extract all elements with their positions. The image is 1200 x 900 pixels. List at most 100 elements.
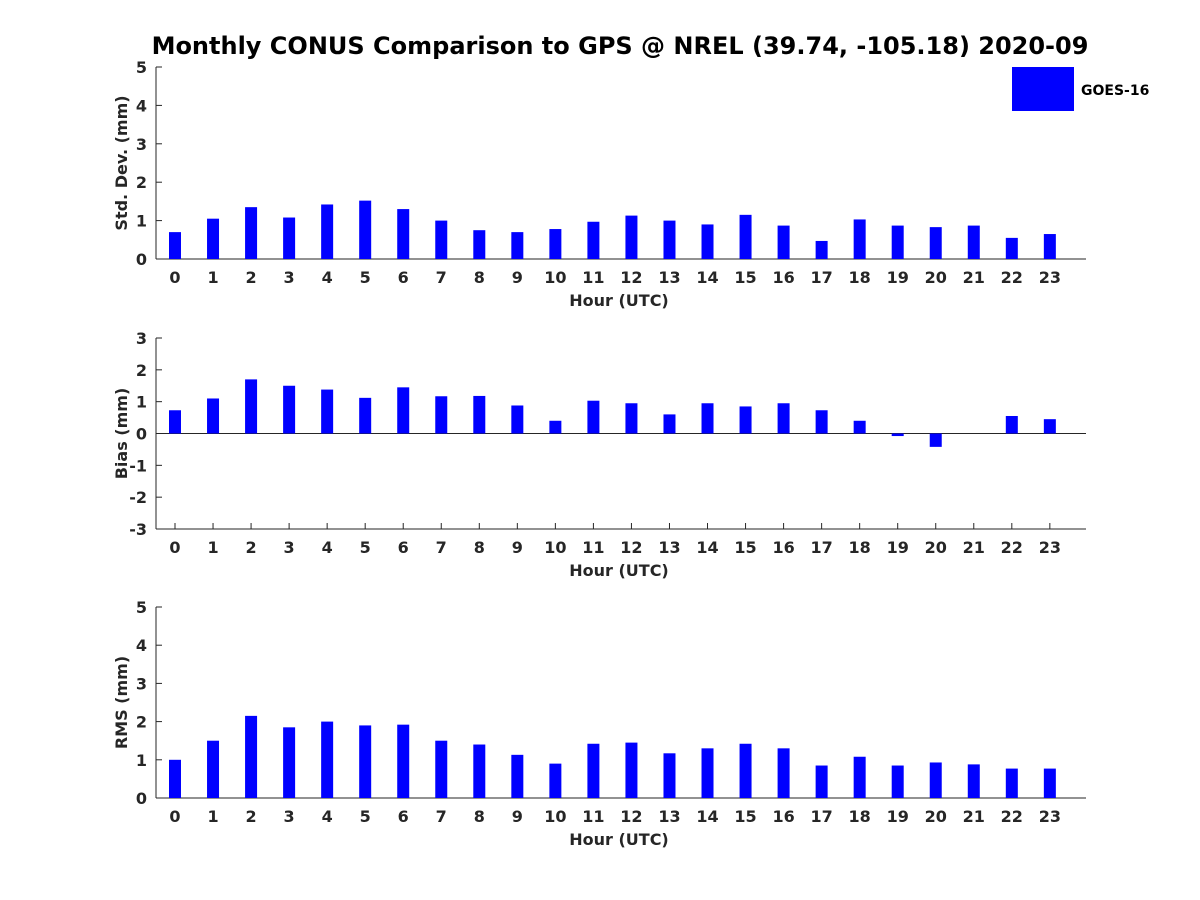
x-tick-label: 19 <box>887 538 909 557</box>
x-tick-label: 7 <box>436 807 447 826</box>
x-tick-label: 4 <box>322 268 333 287</box>
x-tick-label: 2 <box>246 268 257 287</box>
y-axis-label: RMS (mm) <box>112 656 131 749</box>
x-tick-label: 12 <box>620 268 642 287</box>
bar-0-6 <box>397 209 410 259</box>
bar-2-9 <box>511 754 524 798</box>
x-tick-label: 6 <box>398 538 409 557</box>
bar-0-20 <box>929 227 942 259</box>
bar-2-20 <box>929 762 942 798</box>
bar-2-7 <box>435 740 448 798</box>
bar-0-8 <box>473 230 486 259</box>
bar-1-15 <box>739 406 752 434</box>
bar-2-2 <box>245 715 258 798</box>
x-tick-label: 7 <box>436 538 447 557</box>
bar-1-7 <box>435 396 448 434</box>
x-tick-label: 0 <box>169 538 180 557</box>
x-tick-label: 9 <box>512 807 523 826</box>
y-tick-label: 4 <box>136 636 147 655</box>
x-tick-label: 10 <box>544 538 566 557</box>
x-tick-label: 21 <box>963 807 985 826</box>
y-axis-label: Bias (mm) <box>112 388 131 480</box>
x-tick-label: 12 <box>620 538 642 557</box>
x-tick-label: 19 <box>887 807 909 826</box>
bar-0-23 <box>1043 234 1056 259</box>
bar-2-19 <box>891 765 904 798</box>
legend-label: GOES-16 <box>1081 83 1149 99</box>
bar-0-22 <box>1005 237 1018 259</box>
legend-swatch <box>1012 67 1074 111</box>
bar-1-20 <box>929 433 942 447</box>
y-tick-label: 1 <box>136 212 147 231</box>
bar-2-13 <box>663 753 676 798</box>
x-tick-label: 12 <box>620 807 642 826</box>
x-tick-label: 16 <box>772 538 794 557</box>
y-tick-label: 5 <box>136 598 147 617</box>
x-tick-label: 16 <box>772 268 794 287</box>
x-tick-label: 1 <box>207 538 218 557</box>
bar-1-3 <box>283 385 296 434</box>
y-tick-label: 0 <box>136 250 147 269</box>
bar-1-2 <box>245 379 258 434</box>
bar-2-16 <box>777 748 790 798</box>
x-tick-label: 13 <box>658 807 680 826</box>
bar-2-11 <box>587 743 600 798</box>
x-tick-label: 14 <box>696 807 718 826</box>
x-tick-label: 21 <box>963 268 985 287</box>
x-tick-label: 3 <box>284 538 295 557</box>
bar-0-5 <box>359 200 372 259</box>
y-tick-label: -2 <box>129 488 147 507</box>
bar-0-7 <box>435 220 448 259</box>
x-tick-label: 11 <box>582 268 604 287</box>
bar-2-3 <box>283 727 296 798</box>
bar-0-12 <box>625 215 638 259</box>
x-tick-label: 18 <box>849 538 871 557</box>
legend: GOES-16 <box>1012 67 1149 111</box>
x-tick-label: 17 <box>810 538 832 557</box>
y-tick-label: 4 <box>136 96 147 115</box>
bar-0-1 <box>207 218 220 259</box>
chart-title: Monthly CONUS Comparison to GPS @ NREL (… <box>152 32 1089 60</box>
bar-1-19 <box>891 433 904 437</box>
y-tick-label: 2 <box>136 713 147 732</box>
bar-1-14 <box>701 403 714 434</box>
bar-1-0 <box>169 410 181 434</box>
x-tick-label: 13 <box>658 268 680 287</box>
bar-1-6 <box>397 387 410 434</box>
x-tick-label: 8 <box>474 807 485 826</box>
x-tick-label: 23 <box>1039 538 1061 557</box>
bar-0-18 <box>853 219 866 259</box>
bar-0-16 <box>777 225 790 259</box>
bar-2-14 <box>701 748 714 798</box>
x-tick-label: 18 <box>849 268 871 287</box>
bar-2-10 <box>549 763 562 798</box>
x-tick-label: 5 <box>360 807 371 826</box>
bar-0-2 <box>245 207 258 259</box>
x-tick-label: 5 <box>360 268 371 287</box>
bar-0-14 <box>701 224 714 259</box>
x-axis-label: Hour (UTC) <box>569 291 669 310</box>
x-tick-label: 15 <box>734 807 756 826</box>
bar-0-21 <box>967 225 980 259</box>
bar-2-0 <box>169 759 181 798</box>
x-tick-label: 5 <box>360 538 371 557</box>
y-tick-label: -1 <box>129 456 147 475</box>
bar-1-23 <box>1043 419 1056 434</box>
x-tick-label: 1 <box>207 807 218 826</box>
y-tick-label: 5 <box>136 58 147 77</box>
bar-2-15 <box>739 743 752 798</box>
bar-1-22 <box>1005 415 1018 434</box>
bar-0-3 <box>283 217 296 259</box>
x-tick-label: 4 <box>322 538 333 557</box>
x-tick-label: 22 <box>1001 538 1023 557</box>
x-tick-label: 2 <box>246 538 257 557</box>
y-tick-label: -3 <box>129 520 147 539</box>
x-tick-label: 4 <box>322 807 333 826</box>
x-tick-label: 20 <box>925 538 947 557</box>
bar-2-6 <box>397 724 410 798</box>
bar-2-12 <box>625 742 638 798</box>
y-tick-label: 1 <box>136 393 147 412</box>
y-tick-label: 2 <box>136 173 147 192</box>
